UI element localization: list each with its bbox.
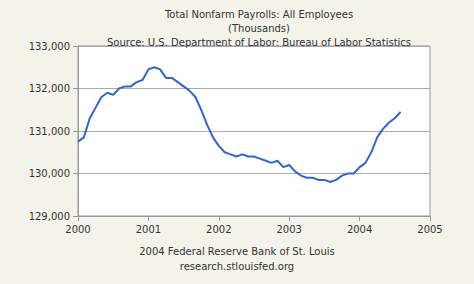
svg-text:2003: 2003 [276,224,301,235]
svg-text:2005: 2005 [417,224,442,235]
svg-text:129,000: 129,000 [29,211,70,222]
svg-text:2001: 2001 [136,224,161,235]
svg-text:(Thousands): (Thousands) [228,23,290,34]
svg-text:2000: 2000 [65,224,90,235]
svg-text:research.stlouisfed.org: research.stlouisfed.org [180,261,294,272]
svg-text:Total Nonfarm Payrolls: All Em: Total Nonfarm Payrolls: All Employees [164,9,353,20]
svg-text:133,000: 133,000 [29,41,70,52]
svg-text:130,000: 130,000 [29,168,70,179]
svg-text:2002: 2002 [206,224,231,235]
svg-text:131,000: 131,000 [29,126,70,137]
svg-text:2004 Federal Reserve Bank of S: 2004 Federal Reserve Bank of St. Louis [139,246,335,257]
svg-text:132,000: 132,000 [29,83,70,94]
svg-text:Source: U.S. Department of Lab: Source: U.S. Department of Labor: Bureau… [107,37,411,48]
svg-text:2004: 2004 [347,224,372,235]
